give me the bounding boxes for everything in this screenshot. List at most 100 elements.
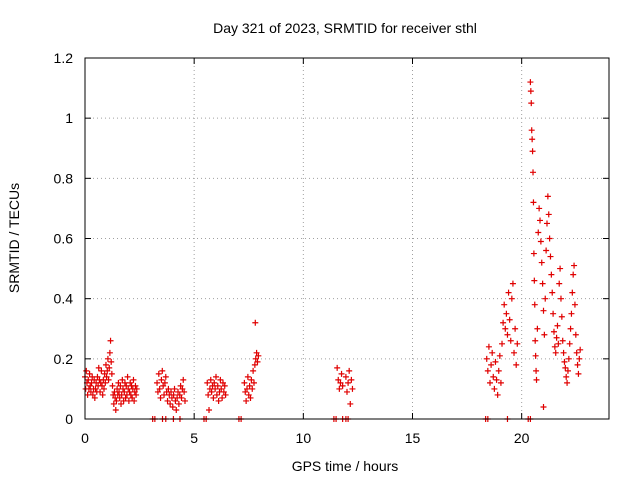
y-axis-label: SRMTID / TECUs <box>6 183 22 293</box>
data-point <box>561 358 568 365</box>
data-point <box>157 394 164 401</box>
data-point <box>554 322 561 329</box>
data-point <box>99 391 106 398</box>
y-tick-label: 1.2 <box>54 50 74 66</box>
data-point <box>566 340 573 347</box>
data-point <box>530 169 537 176</box>
data-point <box>564 367 571 374</box>
data-point <box>349 385 356 392</box>
data-point <box>530 199 537 206</box>
data-point <box>252 355 259 362</box>
data-point <box>170 391 177 398</box>
data-point <box>514 340 521 347</box>
data-point <box>127 391 134 398</box>
data-point <box>208 388 215 395</box>
data-point <box>101 370 108 377</box>
data-point <box>549 289 556 296</box>
data-point <box>568 310 575 317</box>
data-point <box>217 376 224 383</box>
data-point <box>550 328 557 335</box>
data-point <box>167 400 174 407</box>
data-point <box>511 349 518 356</box>
data-point <box>91 394 98 401</box>
y-tick-label: 0.4 <box>54 291 74 307</box>
data-point <box>539 280 546 287</box>
data-point <box>494 391 501 398</box>
data-point <box>127 379 134 386</box>
data-point <box>575 370 582 377</box>
data-point <box>339 382 346 389</box>
data-point <box>168 394 175 401</box>
data-point <box>502 325 509 332</box>
data-point <box>249 385 256 392</box>
data-point <box>507 337 514 344</box>
data-point <box>246 382 253 389</box>
data-point <box>108 358 115 365</box>
data-point <box>503 310 510 317</box>
data-point <box>570 271 577 278</box>
data-point <box>119 385 126 392</box>
data-point <box>121 379 128 386</box>
data-point <box>124 373 131 380</box>
data-point <box>241 379 248 386</box>
data-point <box>334 364 341 371</box>
data-point <box>169 403 176 410</box>
data-point <box>247 394 254 401</box>
data-point <box>564 379 571 386</box>
data-point <box>505 289 512 296</box>
data-point <box>555 340 562 347</box>
data-point <box>206 385 213 392</box>
data-point <box>571 301 578 308</box>
data-point <box>104 367 111 374</box>
data-point <box>112 406 119 413</box>
data-point <box>493 376 500 383</box>
data-point <box>119 376 126 383</box>
data-point <box>244 373 251 380</box>
data-point <box>337 379 344 386</box>
data-point <box>540 307 547 314</box>
axis-ticks <box>84 57 609 420</box>
data-point <box>531 277 538 284</box>
data-point <box>484 367 491 374</box>
data-points <box>82 79 584 422</box>
data-point <box>497 379 504 386</box>
data-point <box>180 376 187 383</box>
data-point <box>156 385 163 392</box>
data-point <box>563 373 570 380</box>
data-point <box>175 400 182 407</box>
chart-title: Day 321 of 2023, SRMTID for receiver sth… <box>213 20 477 36</box>
data-point <box>89 391 96 398</box>
data-point <box>118 391 125 398</box>
data-point <box>133 391 140 398</box>
data-point <box>251 361 258 368</box>
data-point <box>244 385 251 392</box>
x-tick-label: 0 <box>81 430 89 446</box>
data-point <box>173 406 180 413</box>
data-point <box>250 367 257 374</box>
data-point <box>121 388 128 395</box>
data-point <box>573 349 580 356</box>
x-tick-labels: 0 5 10 15 20 <box>81 430 530 446</box>
data-point <box>221 382 228 389</box>
data-point <box>103 373 110 380</box>
data-point <box>574 361 581 368</box>
data-point <box>168 388 175 395</box>
data-point <box>345 379 352 386</box>
data-point <box>534 325 541 332</box>
data-point <box>181 397 188 404</box>
data-point <box>540 403 547 410</box>
data-point <box>102 379 109 386</box>
data-point <box>222 391 229 398</box>
data-point <box>131 388 138 395</box>
y-tick-label: 0 <box>65 411 73 427</box>
data-point <box>108 370 115 377</box>
data-point <box>178 394 185 401</box>
grid <box>85 58 609 419</box>
data-point <box>116 388 123 395</box>
data-point <box>122 394 129 401</box>
data-point <box>94 373 101 380</box>
data-point <box>530 250 537 257</box>
data-point <box>126 388 133 395</box>
data-point <box>488 361 495 368</box>
data-point <box>106 349 113 356</box>
